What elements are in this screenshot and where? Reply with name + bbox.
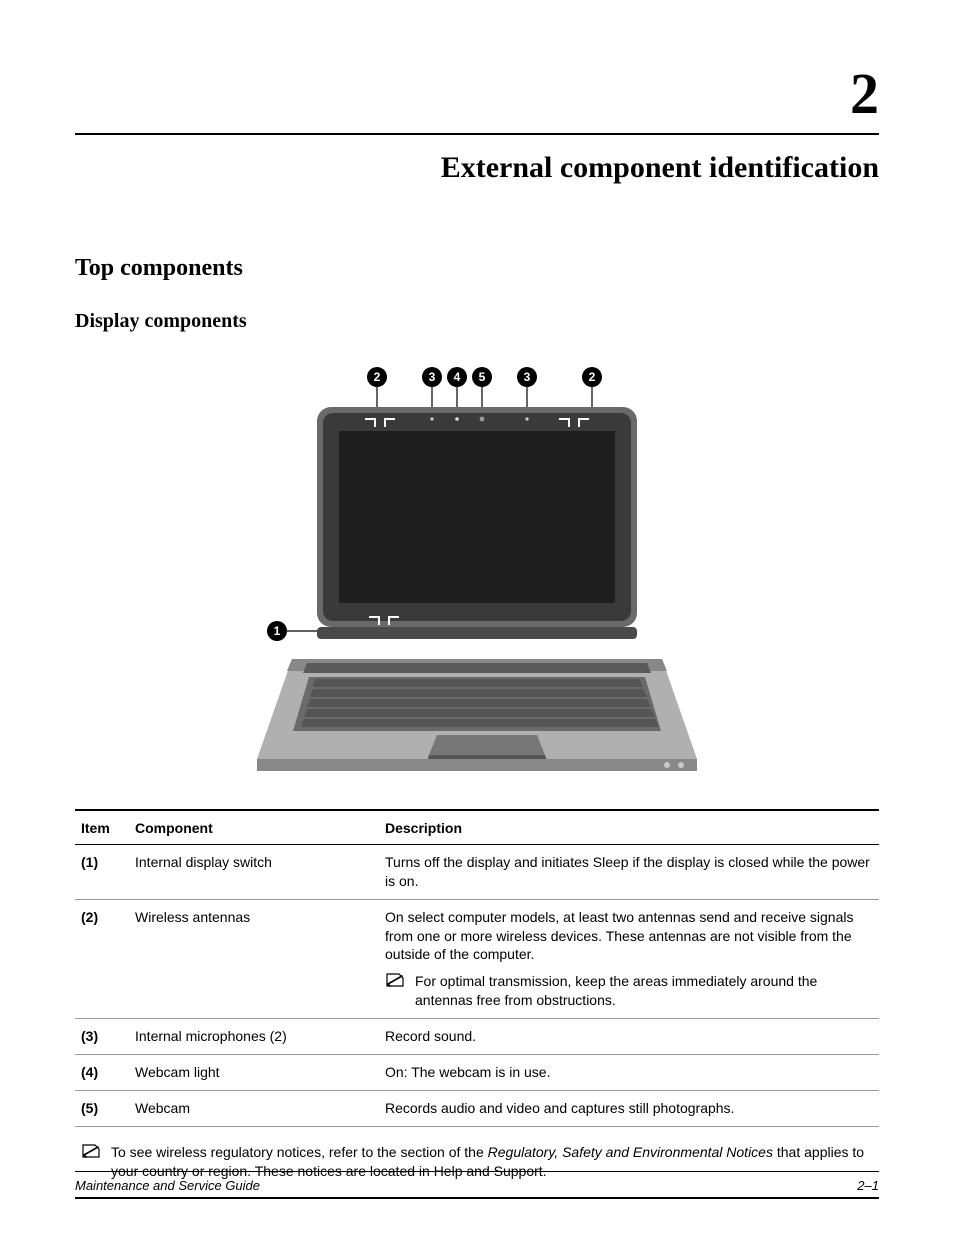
foot-note-italic: Regulatory, Safety and Environmental Not…	[488, 1144, 773, 1160]
th-component: Component	[129, 810, 379, 844]
inline-note: For optimal transmission, keep the areas…	[385, 972, 873, 1010]
cell-item: (4)	[75, 1055, 129, 1091]
table-row: (4) Webcam light On: The webcam is in us…	[75, 1055, 879, 1091]
cell-description: Record sound.	[379, 1019, 879, 1055]
cell-component: Wireless antennas	[129, 899, 379, 1018]
table-row: (1) Internal display switch Turns off th…	[75, 844, 879, 899]
callout-4: 4	[454, 370, 461, 384]
cell-component: Webcam light	[129, 1055, 379, 1091]
callout-3b: 3	[524, 370, 531, 384]
cell-item: (1)	[75, 844, 129, 899]
diagram-container: 2 3 4 5 3 2 1	[75, 359, 879, 779]
cell-component: Internal microphones (2)	[129, 1019, 379, 1055]
subsection-heading: Display components	[75, 310, 879, 333]
cell-item: (3)	[75, 1019, 129, 1055]
callout-5: 5	[479, 370, 486, 384]
cell-item: (5)	[75, 1090, 129, 1126]
section-heading: Top components	[75, 255, 879, 282]
callout-1: 1	[274, 624, 281, 638]
top-rule	[75, 133, 879, 135]
table-row: (3) Internal microphones (2) Record soun…	[75, 1019, 879, 1055]
note-icon	[385, 972, 405, 988]
th-item: Item	[75, 810, 129, 844]
table-header-row: Item Component Description	[75, 810, 879, 844]
components-table: Item Component Description (1) Internal …	[75, 809, 879, 1199]
page-footer: Maintenance and Service Guide 2–1	[75, 1171, 879, 1193]
footer-right: 2–1	[857, 1178, 879, 1193]
table-row: (2) Wireless antennas On select computer…	[75, 899, 879, 1018]
laptop-diagram: 2 3 4 5 3 2 1	[247, 359, 707, 779]
cell-description: On select computer models, at least two …	[379, 899, 879, 1018]
page-root: 2 External component identification Top …	[0, 0, 954, 1235]
th-description: Description	[379, 810, 879, 844]
cell-description: Turns off the display and initiates Slee…	[379, 844, 879, 899]
cell-component: Webcam	[129, 1090, 379, 1126]
note-icon	[81, 1143, 101, 1159]
inline-note-text: For optimal transmission, keep the areas…	[415, 972, 873, 1010]
cell-description: Records audio and video and captures sti…	[379, 1090, 879, 1126]
callout-3: 3	[429, 370, 436, 384]
chapter-number: 2	[75, 60, 879, 127]
cell-desc-text: On select computer models, at least two …	[385, 908, 873, 965]
foot-note-pre: To see wireless regulatory notices, refe…	[111, 1144, 488, 1160]
callout-2: 2	[374, 370, 381, 384]
cell-description: On: The webcam is in use.	[379, 1055, 879, 1091]
table-row: (5) Webcam Records audio and video and c…	[75, 1090, 879, 1126]
cell-component: Internal display switch	[129, 844, 379, 899]
callout-2b: 2	[589, 370, 596, 384]
chapter-title: External component identification	[75, 151, 879, 185]
cell-item: (2)	[75, 899, 129, 1018]
footer-left: Maintenance and Service Guide	[75, 1178, 260, 1193]
